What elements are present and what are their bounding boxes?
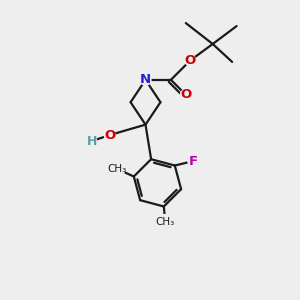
Circle shape (110, 162, 125, 176)
Circle shape (140, 74, 151, 85)
Circle shape (87, 136, 97, 146)
Circle shape (158, 214, 173, 230)
Circle shape (104, 130, 115, 140)
Circle shape (188, 156, 199, 167)
Text: H: H (87, 134, 97, 148)
Text: O: O (185, 54, 196, 67)
Text: CH₃: CH₃ (108, 164, 127, 174)
Text: O: O (104, 129, 115, 142)
Text: CH₃: CH₃ (156, 217, 175, 227)
Text: O: O (180, 88, 191, 101)
Circle shape (181, 89, 191, 100)
Circle shape (185, 55, 196, 66)
Text: N: N (140, 73, 151, 86)
Text: F: F (189, 154, 198, 168)
